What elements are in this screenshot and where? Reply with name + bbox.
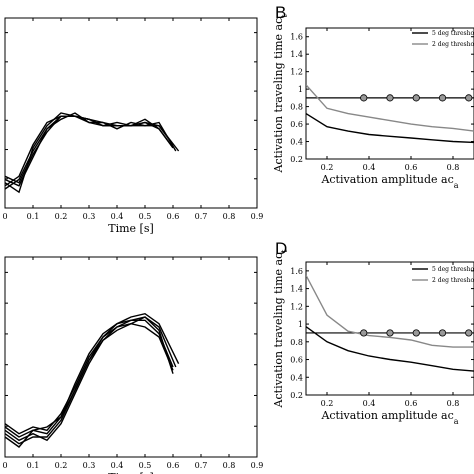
x-tick-label: 0.2 xyxy=(321,163,334,172)
y-tick-label: 0.6 xyxy=(290,356,303,365)
x-axis-label-subscript: a xyxy=(454,181,459,190)
marker-point xyxy=(412,329,420,337)
plot-frame xyxy=(4,17,258,209)
x-axis-label: Activation amplitude aca xyxy=(320,173,458,190)
x-axis-label: Time [s] xyxy=(108,471,154,474)
series-line-3 xyxy=(5,112,177,187)
x-tick-label: 0.7 xyxy=(195,212,208,221)
marker-point xyxy=(386,329,394,337)
y-axis-label-subscript: t xyxy=(280,249,289,253)
x-tick-label: 0.9 xyxy=(251,212,264,221)
plot-frame xyxy=(4,256,258,458)
plot-area xyxy=(306,274,474,372)
series-line-2 xyxy=(5,115,174,187)
x-axis-label: Time [s] xyxy=(108,222,154,235)
x-tick-label: 0.6 xyxy=(167,212,180,221)
chart-panel-0: 0 0.1 0.2 0.3 0.4 0.5 0.6 0.7 0.8 0.9 Time [s] xyxy=(2,17,264,235)
chart-panel-3: 0.2 0.4 0.6 0.80.20.40.60.811.21.41.6Activa… xyxy=(272,239,474,426)
y-tick-label: 1.2 xyxy=(290,302,303,311)
marker-point xyxy=(360,329,368,337)
x-tick-label: 0.4 xyxy=(111,461,124,470)
series-line-4 xyxy=(5,316,174,438)
x-tick-label: 0 xyxy=(2,212,7,221)
y-tick-label: 0.2 xyxy=(290,391,303,400)
y-axis-label: Activation traveling time act xyxy=(272,249,289,409)
series-line-1 xyxy=(306,274,474,348)
x-tick-label: 0.9 xyxy=(251,461,264,470)
x-tick-label: 0.2 xyxy=(321,399,334,408)
series-line-1 xyxy=(306,84,474,132)
x-tick-label: 0.8 xyxy=(447,399,460,408)
series-line-4 xyxy=(5,115,174,190)
x-tick-label: 0.3 xyxy=(83,212,96,221)
chart-panel-1: 0.2 0.4 0.6 0.80.20.40.60.811.21.41.6Activa… xyxy=(272,3,474,190)
marker-point xyxy=(360,94,368,102)
x-tick-label: 0.5 xyxy=(139,461,152,470)
plot-area xyxy=(5,312,180,448)
marker-point xyxy=(465,94,473,102)
x-tick-label: 0.7 xyxy=(195,461,208,470)
panel-label: D xyxy=(275,239,287,258)
x-axis-label-subscript: a xyxy=(454,417,459,426)
x-tick-label: 0 xyxy=(2,461,7,470)
x-tick-label: 0.4 xyxy=(111,212,124,221)
marker-point xyxy=(386,94,394,102)
series-line-2 xyxy=(5,322,174,435)
x-tick-label: 0.4 xyxy=(363,163,376,172)
x-tick-label: 0.2 xyxy=(55,212,68,221)
legend-entry-1: 2 deg thresho xyxy=(432,41,474,48)
y-axis-label: Activation traveling time act xyxy=(272,14,289,174)
x-tick-label: 0.5 xyxy=(139,212,152,221)
x-tick-label: 0.6 xyxy=(167,461,180,470)
marker-point xyxy=(438,329,447,337)
y-tick-label: 0.4 xyxy=(290,373,303,382)
plot-frame xyxy=(305,27,474,160)
plot-area xyxy=(306,84,474,144)
y-tick-label: 1.6 xyxy=(290,267,303,276)
y-tick-label: 1 xyxy=(298,320,303,329)
x-axis-label: Activation amplitude aca xyxy=(320,409,458,426)
x-tick-label: 0.8 xyxy=(223,212,236,221)
x-tick-label: 0.6 xyxy=(405,163,418,172)
y-tick-label: 1.6 xyxy=(290,33,303,42)
y-tick-label: 1.4 xyxy=(290,50,303,59)
plot-frame xyxy=(305,261,474,396)
y-tick-label: 0.4 xyxy=(290,138,303,147)
y-tick-label: 1 xyxy=(298,85,303,94)
marker-point xyxy=(412,94,420,102)
legend-entry-1: 2 deg thresho xyxy=(432,277,474,284)
x-tick-label: 0.8 xyxy=(447,163,460,172)
y-tick-label: 0.8 xyxy=(290,338,303,347)
series-line-0 xyxy=(306,113,474,144)
y-axis-label-subscript: t xyxy=(280,14,289,18)
legend-entry-0: 5 deg thresho xyxy=(432,30,474,37)
series-line-1 xyxy=(5,312,180,448)
x-tick-label: 0.8 xyxy=(223,461,236,470)
legend-entry-0: 5 deg thresho xyxy=(432,266,474,273)
x-tick-label: 0.1 xyxy=(27,461,40,470)
x-tick-label: 0.4 xyxy=(363,399,376,408)
y-tick-label: 0.8 xyxy=(290,103,303,112)
x-tick-label: 0.3 xyxy=(83,461,96,470)
marker-point xyxy=(438,94,447,102)
chart-panel-2: 0 0.1 0.2 0.3 0.4 0.5 0.6 0.7 0.8 0.9 Time [s] xyxy=(2,256,264,474)
plot-area xyxy=(5,112,180,194)
panel-label: B xyxy=(275,3,286,22)
y-tick-label: 1.2 xyxy=(290,68,303,77)
series-line-3 xyxy=(5,316,177,445)
x-tick-label: 0.2 xyxy=(55,461,68,470)
series-line-0 xyxy=(306,326,474,372)
x-tick-label: 0.1 xyxy=(27,212,40,221)
x-tick-label: 0.6 xyxy=(405,399,418,408)
y-tick-label: 0.6 xyxy=(290,120,303,129)
y-tick-label: 1.4 xyxy=(290,285,303,294)
marker-point xyxy=(465,329,473,337)
y-tick-label: 0.2 xyxy=(290,155,303,164)
series-line-0 xyxy=(5,319,174,442)
